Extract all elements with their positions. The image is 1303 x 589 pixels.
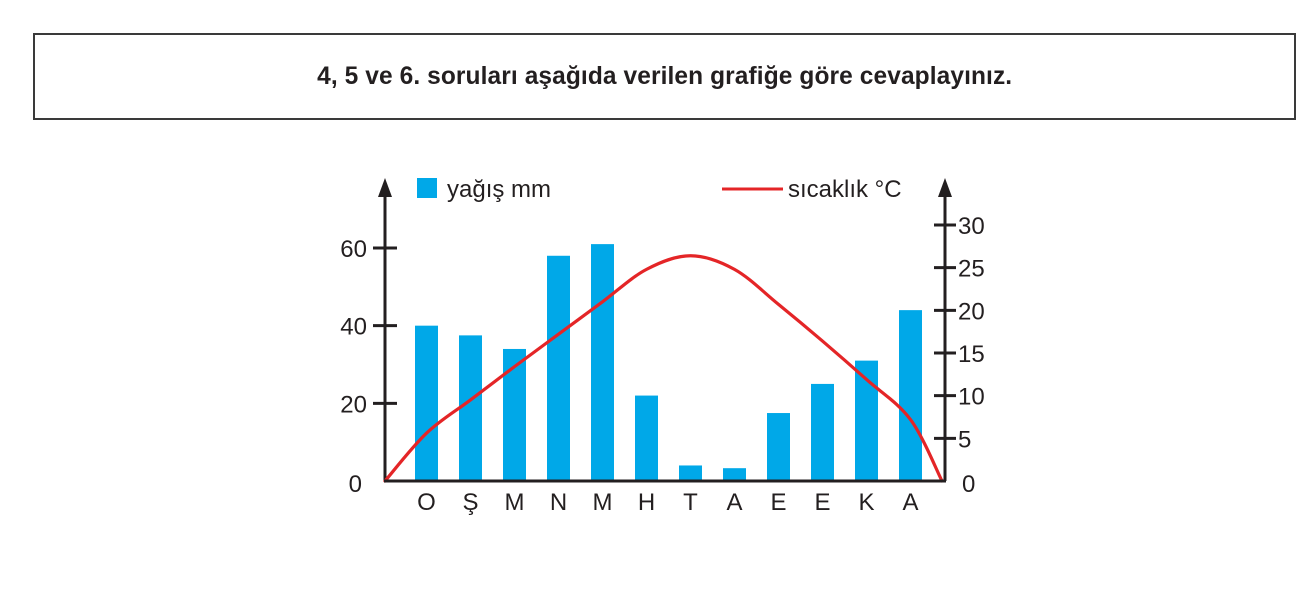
legend-bar-label: yağış mm [447, 176, 551, 203]
left-tick-label: 20 [340, 391, 367, 418]
bar-8 [767, 413, 790, 481]
month-label: K [858, 489, 874, 516]
arrow-up-icon [378, 178, 392, 197]
month-label: M [505, 489, 525, 516]
right-tick-label: 5 [958, 426, 971, 453]
question-box: 4, 5 ve 6. soruları aşağıda verilen graf… [33, 33, 1296, 120]
bar-10 [855, 360, 878, 481]
legend-bar-swatch [417, 178, 437, 198]
bar-5 [635, 395, 658, 481]
question-text: 4, 5 ve 6. soruları aşağıda verilen graf… [316, 62, 1013, 90]
bar-3 [547, 255, 570, 481]
bar-4 [591, 244, 614, 481]
bar-9 [811, 383, 834, 481]
right-tick-label: 20 [958, 298, 985, 325]
month-label: Ş [462, 489, 478, 516]
month-label: N [550, 489, 567, 516]
right-tick-label: 25 [958, 256, 985, 283]
month-label: O [417, 489, 436, 516]
bar-2 [503, 348, 526, 481]
month-label: T [683, 489, 698, 516]
bar-1 [459, 335, 482, 481]
month-label: A [726, 489, 742, 516]
legend-line-label: sıcaklık °C [788, 176, 902, 203]
left-tick-label: 0 [349, 471, 362, 498]
arrow-up-icon [938, 178, 952, 197]
legend: yağış mm sıcaklık °C [417, 176, 902, 203]
precipitation-bars [415, 244, 922, 481]
month-label: E [770, 489, 786, 516]
bar-0 [415, 325, 438, 481]
left-axis: 0 20 40 60 [340, 178, 397, 498]
month-label: E [814, 489, 830, 516]
bar-7 [723, 468, 746, 481]
month-label: H [638, 489, 655, 516]
right-tick-label: 30 [958, 213, 985, 240]
left-tick-label: 40 [340, 314, 367, 341]
bar-6 [679, 465, 702, 481]
left-tick-label: 60 [340, 236, 367, 263]
bar-11 [899, 310, 922, 481]
month-label: A [902, 489, 918, 516]
right-tick-label: 15 [958, 341, 985, 368]
month-label: M [593, 489, 613, 516]
right-tick-label: 10 [958, 384, 985, 411]
temperature-line [383, 254, 944, 483]
right-axis: 0 5 10 15 20 25 30 [934, 178, 985, 498]
right-tick-label: 0 [962, 471, 975, 498]
